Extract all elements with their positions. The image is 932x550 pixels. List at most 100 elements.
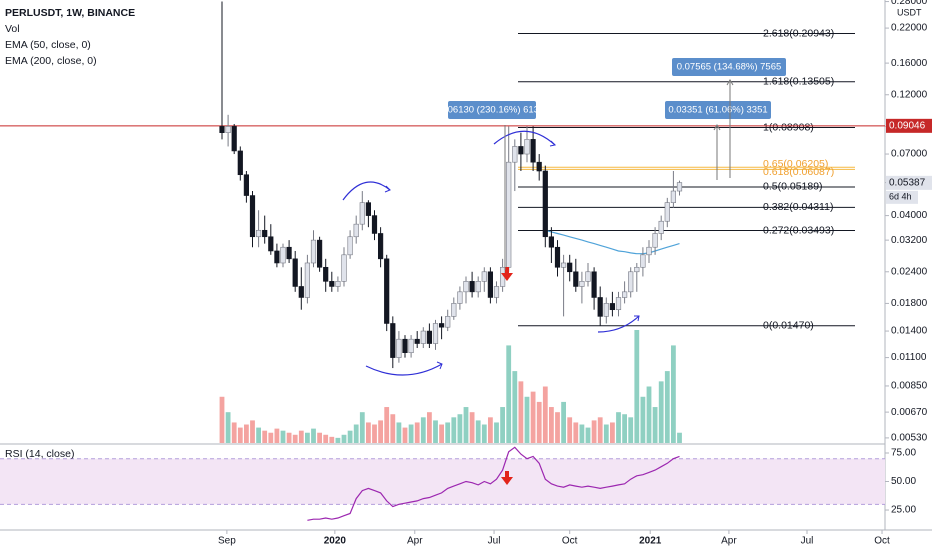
volume-bar — [524, 396, 530, 443]
volume-bar — [353, 424, 359, 443]
rsi-line — [307, 446, 680, 521]
y-tick-label: 0.04000 — [891, 210, 928, 221]
x-tick-label: Sep — [218, 536, 236, 547]
volume-bar — [219, 396, 225, 443]
volume-bar — [414, 422, 420, 443]
volume-bar — [335, 437, 341, 443]
candle-body — [542, 170, 548, 238]
candle-body — [396, 338, 402, 358]
volume-bar — [262, 430, 268, 443]
candle-body — [524, 139, 530, 155]
candle-body — [365, 202, 372, 216]
measure-box — [448, 101, 536, 119]
countdown: 6d 4h — [889, 192, 912, 202]
y-tick-label: 0.07000 — [891, 149, 928, 160]
candle-body — [597, 297, 603, 317]
candle-body — [652, 233, 658, 248]
candle-body — [487, 271, 494, 298]
candle-body — [438, 323, 445, 328]
volume-bar — [231, 422, 237, 443]
currency-label: USDT — [897, 7, 922, 17]
measure-box — [665, 101, 771, 119]
volume-bar — [652, 407, 658, 443]
volume-bar — [390, 414, 396, 443]
volume-bar — [567, 417, 573, 443]
rsi-band — [0, 458, 885, 505]
candle-body — [670, 190, 676, 203]
candle-body — [262, 229, 268, 238]
volume-bar — [640, 396, 646, 443]
rsi-tick-label: 75.00 — [891, 448, 916, 459]
rsi-tick-label: 50.00 — [891, 476, 916, 487]
y-tick-label: 0.01400 — [891, 326, 928, 337]
candle-body — [298, 286, 304, 298]
arrow-head — [634, 315, 640, 322]
fib-label: 1.618(0.13505) — [763, 76, 834, 88]
volume-bar — [366, 422, 371, 443]
candle-body — [280, 246, 286, 264]
candle-body — [402, 338, 408, 353]
volume-bar — [323, 434, 329, 443]
volume-bar — [463, 407, 469, 443]
candle-body — [347, 236, 353, 256]
arrow-head — [726, 79, 734, 86]
volume-bar — [317, 432, 322, 443]
arrow-head — [549, 140, 557, 147]
candle-body — [591, 271, 597, 298]
candle-body — [316, 239, 323, 268]
volume-bar — [451, 417, 457, 443]
candle-body — [255, 229, 262, 238]
volume-bar — [341, 434, 347, 443]
volume-bar — [225, 412, 231, 443]
volume-bar — [585, 427, 591, 443]
candle-body — [493, 286, 500, 298]
indicator-label: EMA (200, close, 0) — [5, 55, 97, 67]
chart-title: PERLUSDT, 1W, BINANCE — [5, 7, 135, 19]
candle-body — [377, 233, 384, 260]
y-tick-label: 0.00530 — [891, 433, 928, 444]
candle-body — [371, 215, 378, 234]
x-tick-label: Jul — [488, 536, 501, 547]
candle-body — [664, 202, 670, 222]
candle-body — [390, 323, 396, 358]
candle-body — [518, 146, 524, 155]
volume-bar — [506, 345, 512, 443]
candle-body — [359, 202, 365, 225]
candle-body — [451, 303, 457, 317]
measure-box — [672, 58, 786, 76]
curve-arrow — [342, 181, 391, 201]
volume-bar — [634, 330, 640, 443]
candle-body — [512, 146, 518, 163]
candle-body — [567, 262, 573, 273]
candle-body — [609, 303, 615, 311]
volume-bar — [457, 414, 463, 443]
volume-bar — [329, 436, 335, 443]
indicator-label: Vol — [5, 23, 20, 35]
volume-bar — [439, 424, 444, 443]
volume-bar — [549, 407, 554, 443]
volume-bar — [298, 430, 304, 443]
candle-body — [323, 266, 329, 282]
candle-body — [420, 330, 426, 344]
volume-bar — [445, 422, 451, 443]
candle-body — [634, 266, 640, 273]
golden-label: 0.618(0.06087) — [763, 166, 834, 178]
candle-body — [646, 246, 652, 256]
candle-body — [548, 236, 554, 248]
candle-body — [481, 271, 487, 282]
candle-body — [658, 220, 664, 234]
volume-bar — [237, 427, 243, 443]
candle-body — [384, 258, 390, 324]
volume-bar — [475, 420, 481, 443]
candle-body — [603, 303, 609, 317]
volume-bar — [500, 407, 505, 443]
candle-body — [286, 246, 292, 260]
price-tag — [886, 118, 932, 133]
candle-body — [457, 291, 463, 304]
volume-bar — [603, 424, 609, 443]
candle-body — [640, 254, 646, 268]
rsi-title: RSI (14, close) — [5, 448, 74, 460]
volume-bar — [372, 424, 377, 443]
candle-body — [469, 281, 475, 293]
candle-body — [268, 236, 274, 252]
